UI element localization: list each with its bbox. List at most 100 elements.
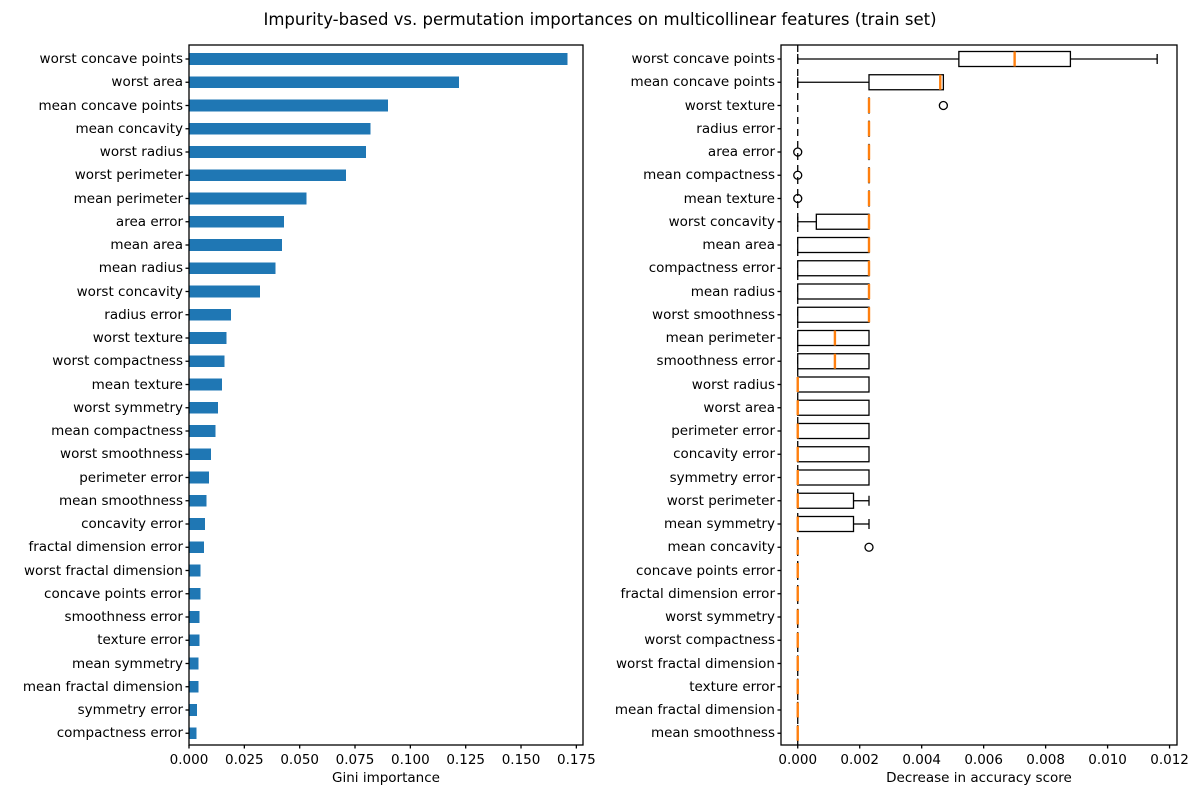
y-tick-label-mean-texture: mean texture <box>91 376 183 393</box>
y-tick-label-mean-symmetry: mean symmetry <box>71 655 183 672</box>
bar-smoothness-error <box>189 611 200 623</box>
y-tick-label-worst-texture: worst texture <box>684 97 775 114</box>
y-tick-label-worst-fractal-dimension: worst fractal dimension <box>615 655 775 672</box>
y-tick-label-worst-concavity: worst concavity <box>668 213 775 230</box>
bar-radius-error <box>189 308 232 321</box>
y-tick-label-mean-perimeter: mean perimeter <box>665 330 775 346</box>
bar-mean-concave-points <box>189 99 389 112</box>
y-tick-label-radius-error: radius error <box>696 120 775 137</box>
y-tick-label-mean-concavity: mean concavity <box>75 120 183 137</box>
ax1-canvas <box>185 44 584 749</box>
flier-point <box>793 193 803 204</box>
y-tick-label-radius-error: radius error <box>104 306 183 323</box>
bar-mean-area <box>189 239 282 251</box>
bar-texture-error <box>189 634 200 647</box>
boxplot-compactness-error <box>797 260 871 277</box>
axes-frame <box>780 44 1178 746</box>
gini-importance-axes <box>185 44 584 749</box>
box <box>868 74 945 91</box>
y-tick-label-worst-perimeter: worst perimeter <box>74 167 183 184</box>
y-tick-label-concavity-error: concavity error <box>81 516 183 532</box>
bar-worst-concavity <box>189 285 260 298</box>
y-tick-label-mean-area: mean area <box>702 237 775 253</box>
boxplot-worst-texture <box>867 97 949 114</box>
boxplot-worst-concavity <box>797 213 871 230</box>
y-tick-label-smoothness-error: smoothness error <box>656 353 775 370</box>
bar-worst-fractal-dimension <box>189 564 201 577</box>
box <box>797 492 855 509</box>
axes-frame <box>188 44 584 746</box>
flier-point <box>793 147 803 157</box>
bar-mean-radius <box>189 262 276 275</box>
box <box>797 446 870 463</box>
y-tick-label-worst-area: worst area <box>703 399 775 416</box>
boxplot-smoothness-error <box>797 353 870 370</box>
boxplot-perimeter-error <box>796 422 870 440</box>
figure-title: Impurity-based vs. permutation importanc… <box>263 10 937 29</box>
y-tick-label-texture-error: texture error <box>689 678 775 695</box>
y-tick-label-area-error: area error <box>707 144 775 160</box>
bar-concavity-error <box>189 518 205 530</box>
x-tick-label: 0.000 <box>169 752 209 768</box>
y-tick-label-mean-smoothness: mean smoothness <box>58 492 183 509</box>
y-tick-label-mean-concavity: mean concavity <box>667 539 775 556</box>
x-tick-label: 0.000 <box>778 752 818 768</box>
boxplot-mean-area <box>797 236 871 254</box>
x-tick-label: 0.125 <box>446 752 485 768</box>
bar-perimeter-error <box>189 471 209 484</box>
y-tick-label-concave-points-error: concave points error <box>636 562 775 579</box>
y-tick-label-mean-symmetry: mean symmetry <box>663 516 775 532</box>
box <box>797 422 870 440</box>
box <box>797 515 855 533</box>
y-tick-label-worst-radius: worst radius <box>99 144 183 160</box>
x-tick-label: 0.150 <box>501 752 541 768</box>
bar-mean-concavity <box>189 122 371 135</box>
x-axis-label-gini: Gini importance <box>332 770 440 786</box>
bar-worst-area <box>189 76 460 89</box>
boxplot-mean-concave-points <box>797 74 945 91</box>
boxplot-mean-symmetry <box>796 515 870 533</box>
bar-mean-texture <box>189 378 223 391</box>
boxplot-symmetry-error <box>796 469 870 486</box>
y-tick-label-mean-concave-points: mean concave points <box>38 97 183 114</box>
boxplot-concavity-error <box>796 446 870 463</box>
y-tick-label-worst-concave-points: worst concave points <box>39 51 183 67</box>
boxplot-worst-perimeter <box>796 492 870 509</box>
x-tick-label: 0.010 <box>1088 752 1127 768</box>
box <box>797 260 870 277</box>
bar-symmetry-error <box>189 704 198 716</box>
y-tick-label-mean-texture: mean texture <box>683 190 775 207</box>
boxplot-mean-perimeter <box>797 329 870 347</box>
box <box>797 399 870 416</box>
y-tick-label-mean-smoothness: mean smoothness <box>650 725 775 742</box>
y-tick-label-mean-fractal-dimension: mean fractal dimension <box>22 678 183 695</box>
y-tick-label-worst-compactness: worst compactness <box>52 353 183 370</box>
y-tick-label-symmetry-error: symmetry error <box>669 469 775 486</box>
bar-worst-smoothness <box>189 448 212 461</box>
boxplot-area-error <box>793 143 871 161</box>
y-tick-label-worst-smoothness: worst smoothness <box>60 446 183 463</box>
bar-worst-perimeter <box>189 169 347 182</box>
bar-area-error <box>189 215 285 228</box>
x-tick-label: 0.075 <box>335 752 375 768</box>
bar-worst-compactness <box>189 355 225 368</box>
y-tick-label-fractal-dimension-error: fractal dimension error <box>620 585 775 602</box>
x-tick-label: 0.050 <box>280 752 319 768</box>
x-tick-label: 0.012 <box>1150 752 1189 768</box>
y-tick-label-worst-smoothness: worst smoothness <box>652 306 775 323</box>
boxplot-mean-concavity <box>796 539 874 556</box>
x-tick-label: 0.100 <box>391 752 430 768</box>
y-tick-label-worst-symmetry: worst symmetry <box>73 399 183 416</box>
x-tick-label: 0.002 <box>840 752 880 768</box>
box <box>797 283 870 300</box>
y-tick-label-symmetry-error: symmetry error <box>77 702 183 718</box>
bar-concave-points-error <box>189 587 201 600</box>
y-tick-label-worst-compactness: worst compactness <box>644 632 775 649</box>
box <box>797 329 870 347</box>
y-tick-label-worst-concave-points: worst concave points <box>631 51 775 67</box>
y-tick-label-worst-symmetry: worst symmetry <box>665 609 775 625</box>
bar-mean-perimeter <box>189 192 307 205</box>
ax2-canvas <box>777 44 1178 749</box>
boxplot-worst-smoothness <box>797 306 871 323</box>
